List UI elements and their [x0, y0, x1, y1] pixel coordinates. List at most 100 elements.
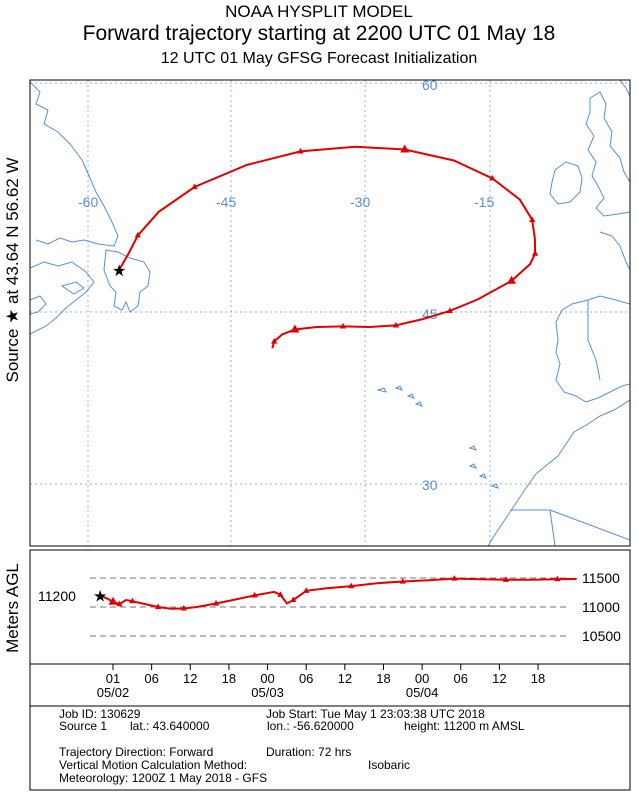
- source-height: height: 11200 m AMSL: [404, 719, 525, 733]
- source-lat: lat.: 43.640000: [130, 719, 210, 733]
- height-marker: [348, 582, 355, 589]
- height-marker: [116, 600, 123, 607]
- source-number: Source 1: [59, 719, 108, 733]
- time-tick-label: 01: [106, 671, 120, 686]
- norway-coast: [619, 80, 630, 97]
- vertical-motion-value: Isobaric: [368, 758, 411, 772]
- height-marker: [290, 596, 297, 603]
- mauritania-border: [549, 509, 630, 541]
- height-level-labels: 11500 11000 10500: [582, 570, 621, 644]
- trajectory-line: [118, 145, 537, 349]
- lat-label-60: 60: [422, 77, 438, 93]
- newfoundland-coast: [103, 249, 151, 313]
- biscay-coast: [587, 295, 630, 305]
- vertical-motion-label: Vertical Motion Calculation Method:: [59, 758, 248, 772]
- new-brunswick-coast: [30, 295, 47, 315]
- azores: [376, 385, 423, 407]
- trajectory-marker: [392, 321, 399, 328]
- trajectory-marker: [271, 337, 278, 344]
- time-tick-label: 06: [454, 671, 468, 686]
- trajectory-marker: [339, 322, 347, 329]
- info-box: [29, 705, 631, 791]
- time-tick-label: 18: [222, 671, 236, 686]
- time-tick-label: 06: [144, 671, 158, 686]
- time-ticks: [112, 664, 539, 670]
- height-marker: [277, 591, 284, 597]
- map-border: [29, 79, 631, 547]
- trajectory-marker: [507, 275, 517, 284]
- meteorology-info: Meteorology: 1200Z 1 May 2018 - GFS: [59, 771, 268, 785]
- canary-islands: [468, 463, 499, 489]
- model-title: NOAA HYSPLIT MODEL: [225, 2, 413, 21]
- maritimes-coast: [30, 261, 95, 335]
- height-source-star-icon: ★: [93, 588, 107, 605]
- height-gridlines: [90, 577, 570, 637]
- time-tick-label: 12: [492, 671, 506, 686]
- trajectory-marker: [290, 324, 300, 333]
- brittany-coast: [599, 231, 630, 271]
- trajectory-marker: [191, 183, 198, 190]
- trajectory-marker: [400, 144, 410, 153]
- time-labels: 01 06 12 18 00 06 12 18 00 06 12 18: [106, 671, 546, 686]
- trajectory-direction: Trajectory Direction: Forward: [59, 745, 214, 759]
- source-height-label: 11200: [38, 588, 76, 604]
- date-label: 05/03: [251, 685, 284, 700]
- height-marker: [212, 600, 220, 606]
- meteorology-subtitle: 12 UTC 01 May GFSG Forecast Initializati…: [160, 50, 478, 67]
- date-label: 05/04: [406, 685, 439, 700]
- time-tick-label: 18: [531, 671, 545, 686]
- trajectory-markers: [134, 144, 539, 344]
- lat-label-30: 30: [422, 477, 438, 493]
- lon-label-45: -45: [216, 194, 236, 210]
- height-level-11500: 11500: [582, 570, 620, 586]
- time-tick-label: 12: [338, 671, 352, 686]
- date-labels: 05/02 05/03 05/04: [97, 685, 439, 700]
- labrador-coast: [30, 81, 119, 247]
- height-level-10500: 10500: [582, 628, 621, 644]
- height-marker: [303, 587, 310, 593]
- trajectory-duration: Duration: 72 hrs: [266, 745, 352, 759]
- pei-coast: [60, 281, 85, 295]
- height-marker: [502, 576, 509, 582]
- source-lon: lon.: -56.620000: [267, 719, 354, 733]
- height-marker: [251, 591, 258, 598]
- madeira: [468, 445, 477, 451]
- lon-label-30: -30: [350, 194, 370, 210]
- coastlines: [30, 80, 630, 546]
- height-level-11000: 11000: [582, 599, 620, 615]
- time-tick-label: 18: [376, 671, 390, 686]
- height-axis-label: Meters AGL: [3, 563, 22, 653]
- map-background: [30, 80, 630, 546]
- time-tick-label: 00: [260, 671, 274, 686]
- time-axis: 01 06 12 18 00 06 12 18 00 06 12 18 05/02 05/03 05/04: [29, 663, 631, 707]
- height-marker: [399, 577, 406, 584]
- height-marker: [129, 597, 136, 604]
- height-line: [99, 577, 577, 610]
- job-id: Job ID: 130629: [59, 707, 141, 721]
- time-tick-label: 12: [183, 671, 197, 686]
- height-marker: [108, 596, 118, 605]
- time-tick-label: 00: [415, 671, 429, 686]
- iberia-border: [587, 300, 601, 381]
- grid-labels: 60 45 30 -60 -45 -30 -15: [78, 77, 494, 493]
- date-label: 05/02: [97, 685, 130, 700]
- height-panel: 11500 11000 10500 11200 Meters AGL ★: [3, 549, 631, 665]
- trajectory-title: Forward trajectory starting at 2200 UTC …: [82, 22, 556, 45]
- trajectory-marker: [134, 231, 142, 238]
- trajectory-marker: [446, 307, 453, 314]
- ireland-coast: [549, 161, 583, 205]
- trajectory-marker: [297, 147, 304, 154]
- trajectory-marker: [531, 250, 539, 256]
- height-marker: [180, 604, 187, 611]
- lon-label-15: -15: [474, 194, 494, 210]
- lon-label-60: -60: [78, 194, 98, 210]
- height-marker: [451, 575, 458, 581]
- job-start: Job Start: Tue May 1 23:03:38 UTC 2018: [266, 707, 485, 721]
- trajectory-marker: [529, 216, 536, 222]
- trajectory-marker: [489, 174, 496, 181]
- source-star-icon: ★: [112, 263, 126, 280]
- africa-coast: [487, 399, 630, 546]
- height-marker: [154, 603, 162, 610]
- height-markers: [108, 575, 561, 611]
